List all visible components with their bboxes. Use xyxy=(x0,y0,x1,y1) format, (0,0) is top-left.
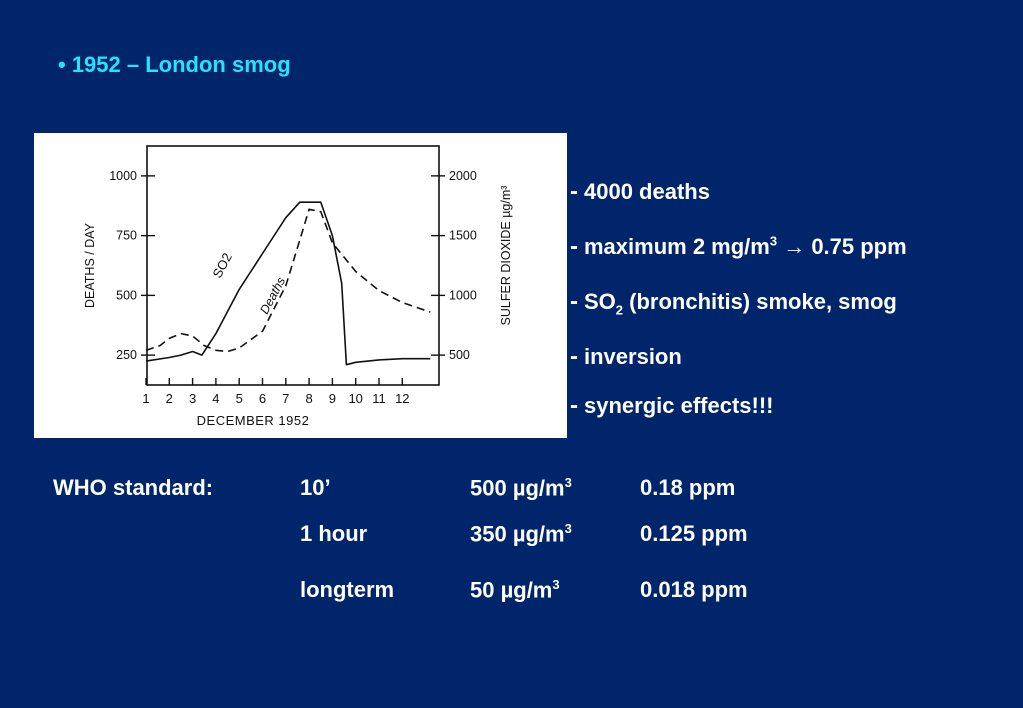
bullet-inversion: - inversion xyxy=(570,343,682,371)
y-left-tick-label: 500 xyxy=(116,288,137,302)
who-row-ppm: 0.18 ppm xyxy=(640,475,736,500)
who-row-conc: 50 µg/m3 xyxy=(470,577,560,603)
series-line-deaths xyxy=(145,208,431,353)
who-row-conc-text: 350 µg/m xyxy=(470,521,565,547)
annotation-deaths: Deaths xyxy=(257,275,288,317)
y-right-tick-label: 2000 xyxy=(449,169,477,183)
bullet-so2: - SO2 (bronchitis) smoke, smog xyxy=(570,288,897,317)
bullet-dash: - xyxy=(570,343,578,370)
bullet-inversion-text: inversion xyxy=(584,344,682,369)
y-right-axis-label: SULFER DIOXIDE µg/m³ xyxy=(499,186,513,326)
x-tick-label: 2 xyxy=(166,391,173,406)
y-left-tick-label: 250 xyxy=(116,348,137,362)
series-line-so2 xyxy=(145,201,431,366)
bullet-dash: - xyxy=(570,392,578,419)
x-tick-label: 12 xyxy=(395,391,409,406)
x-tick-label: 6 xyxy=(259,391,266,406)
who-row-period: 10’ xyxy=(300,475,331,500)
x-axis-label: DECEMBER 1952 xyxy=(197,413,310,428)
arrow-icon: → xyxy=(783,234,806,259)
x-tick-label: 10 xyxy=(348,391,362,406)
who-standard-label: WHO standard: xyxy=(53,475,214,500)
x-tick-label: 1 xyxy=(142,391,149,406)
y-right-tick-label: 500 xyxy=(449,348,470,362)
who-row-period: 1 hour xyxy=(300,521,368,546)
x-tick-label: 9 xyxy=(329,391,336,406)
annotation-so2: SO2 xyxy=(209,250,234,280)
bullet-maximum-post: 0.75 ppm xyxy=(805,234,907,259)
who-row-conc-sup: 3 xyxy=(564,475,572,490)
bullet-maximum: - maximum 2 mg/m3 → 0.75 ppm xyxy=(570,233,907,261)
bullet-deaths-text: 4000 deaths xyxy=(584,179,710,204)
bullet-so2-sub: 2 xyxy=(615,302,624,318)
who-row-conc: 350 µg/m3 xyxy=(470,521,572,547)
who-row-conc: 500 µg/m3 xyxy=(470,475,572,501)
bullet-so2-post: (bronchitis) smoke, smog xyxy=(623,289,897,314)
bullet-dash: - xyxy=(570,233,578,260)
bullet-synergic: - synergic effects!!! xyxy=(570,392,774,420)
who-row-conc-text: 500 µg/m xyxy=(470,475,565,501)
smog-chart: 1 2 3 4 5 6 7 8 9 10 11 12 DECEMBER 1952 250 500 750 100… xyxy=(34,133,567,438)
x-tick-label: 4 xyxy=(212,391,219,406)
who-row-period: longterm xyxy=(300,577,395,602)
who-row-ppm: 0.125 ppm xyxy=(640,521,748,546)
x-tick-label: 3 xyxy=(189,391,196,406)
who-row-conc-text: 50 µg/m xyxy=(470,577,553,603)
bullet-maximum-sup: 3 xyxy=(769,233,778,249)
x-tick-label: 7 xyxy=(282,391,289,406)
bullet-dash: - xyxy=(570,178,578,205)
who-row-conc-sup: 3 xyxy=(564,521,572,536)
slide-title: • 1952 – London smog xyxy=(58,52,291,77)
y-right-tick-label: 1000 xyxy=(449,288,477,302)
plot-frame xyxy=(146,145,440,386)
y-right-tick-label: 1500 xyxy=(449,229,477,243)
x-tick-label: 11 xyxy=(372,391,386,406)
bullet-dash: - xyxy=(570,288,578,315)
who-row-ppm: 0.018 ppm xyxy=(640,577,748,602)
x-tick-label: 5 xyxy=(236,391,243,406)
who-row-conc-sup: 3 xyxy=(552,577,560,592)
y-left-tick-label: 1000 xyxy=(109,169,137,183)
bullet-deaths: -4000 deaths xyxy=(570,178,710,206)
x-tick-label: 8 xyxy=(305,391,312,406)
bullet-maximum-pre: maximum 2 mg/m xyxy=(584,234,770,259)
bullet-so2-pre: SO xyxy=(584,289,616,314)
y-left-tick-label: 750 xyxy=(116,229,137,243)
y-left-axis-label: DEATHS / DAY xyxy=(83,222,97,308)
bullet-synergic-text: synergic effects!!! xyxy=(584,393,774,418)
